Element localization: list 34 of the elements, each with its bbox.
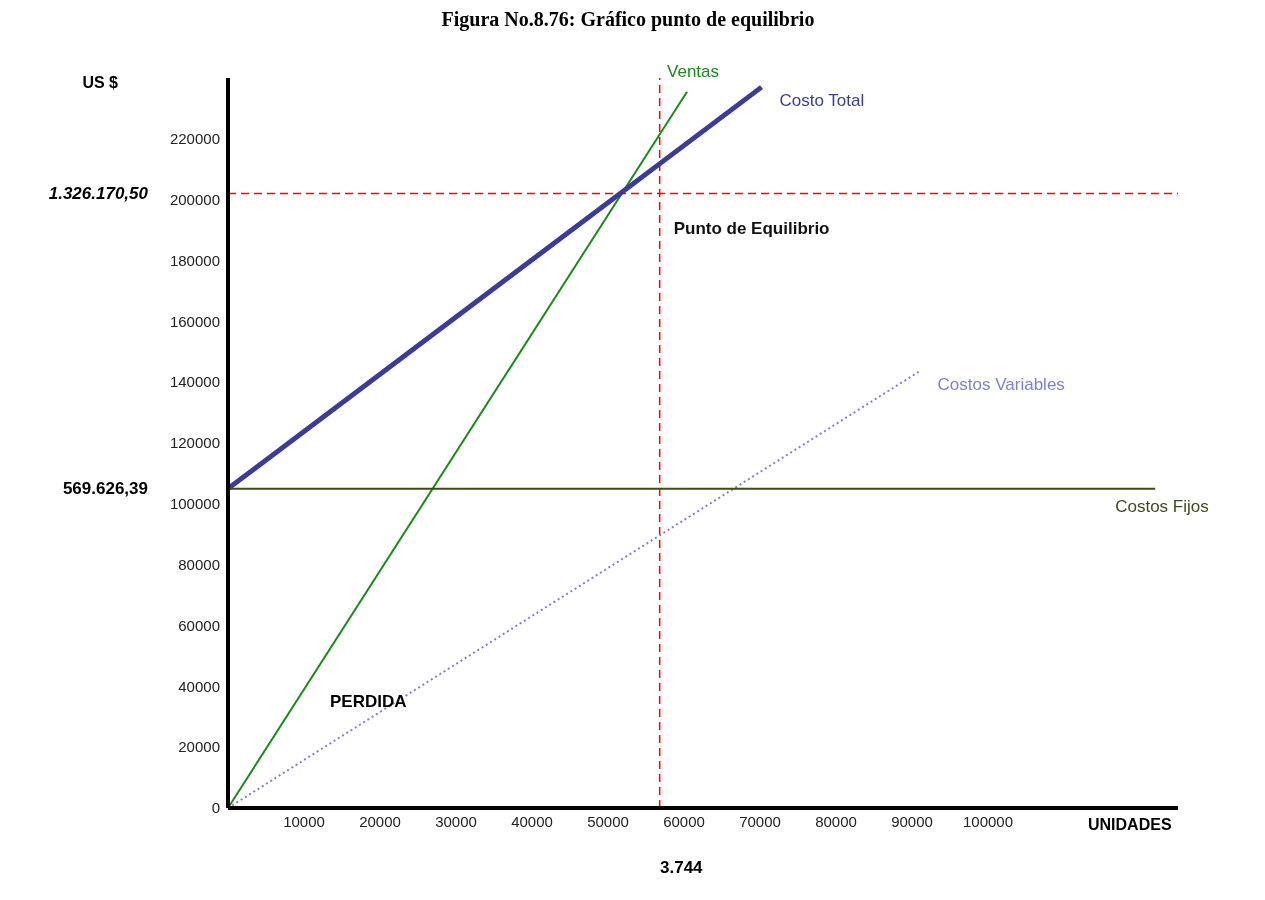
y-tick-label: 200000: [169, 190, 220, 208]
annotation: PERDIDA: [330, 692, 407, 712]
x-tick-label: 50000: [587, 812, 629, 830]
y-tick-label: 60000: [178, 616, 220, 634]
x-tick-label: 70000: [739, 812, 781, 830]
text: 569.626,39: [61, 479, 148, 499]
y-tick-label: 20000: [178, 738, 220, 756]
x-tick-label: 40000: [511, 812, 553, 830]
chart-title: Figura No.8.76: Gráfico punto de equilibrio: [440, 8, 816, 33]
y-tick-label: 120000: [169, 434, 220, 452]
y-tick-label: 100000: [169, 495, 220, 513]
series-label: Costo Total: [779, 91, 865, 112]
x-tick-label: 30000: [435, 812, 477, 830]
text: 3.744: [660, 858, 703, 878]
x-tick-label: 90000: [891, 812, 933, 830]
x-tick-label: 60000: [663, 812, 705, 830]
series-label: Ventas: [667, 61, 720, 82]
y-tick-label: 0: [211, 799, 220, 817]
y-axis-title: US $: [81, 74, 118, 92]
y-tick-label: 40000: [178, 677, 220, 695]
x-axis-title: UNIDADES: [1088, 816, 1172, 834]
y-tick-label: 180000: [169, 251, 220, 269]
y-tick-label: 80000: [178, 555, 220, 573]
y-tick-label: 160000: [169, 312, 220, 330]
x-tick-label: 10000: [283, 812, 325, 830]
text: 1.326.170,50: [47, 184, 148, 204]
y-tick-label: 220000: [169, 130, 220, 148]
x-tick-label: 80000: [815, 812, 857, 830]
y-tick-label: 140000: [169, 373, 220, 391]
x-tick-label: 20000: [359, 812, 401, 830]
series-label: Costos Fijos: [1115, 496, 1209, 517]
annotation: Punto de Equilibrio: [673, 218, 830, 238]
series-label: Costos Variables: [937, 375, 1065, 396]
x-tick-label: 100000: [962, 812, 1014, 830]
